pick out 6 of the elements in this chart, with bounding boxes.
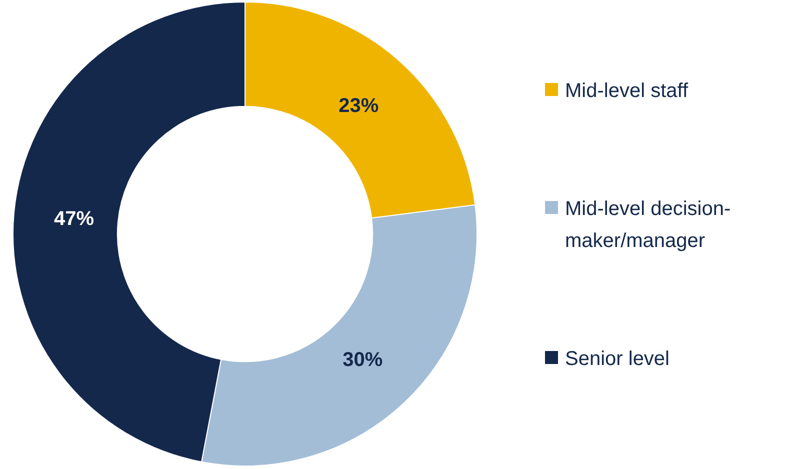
data-label: 47% [54, 208, 94, 230]
data-label: 30% [342, 349, 383, 372]
data-label: 23% [338, 95, 379, 118]
legend-label: Mid-level decision-maker/manager [565, 198, 731, 252]
legend-label: Senior level [565, 348, 670, 370]
legend-label: Mid-level staff [565, 80, 688, 102]
